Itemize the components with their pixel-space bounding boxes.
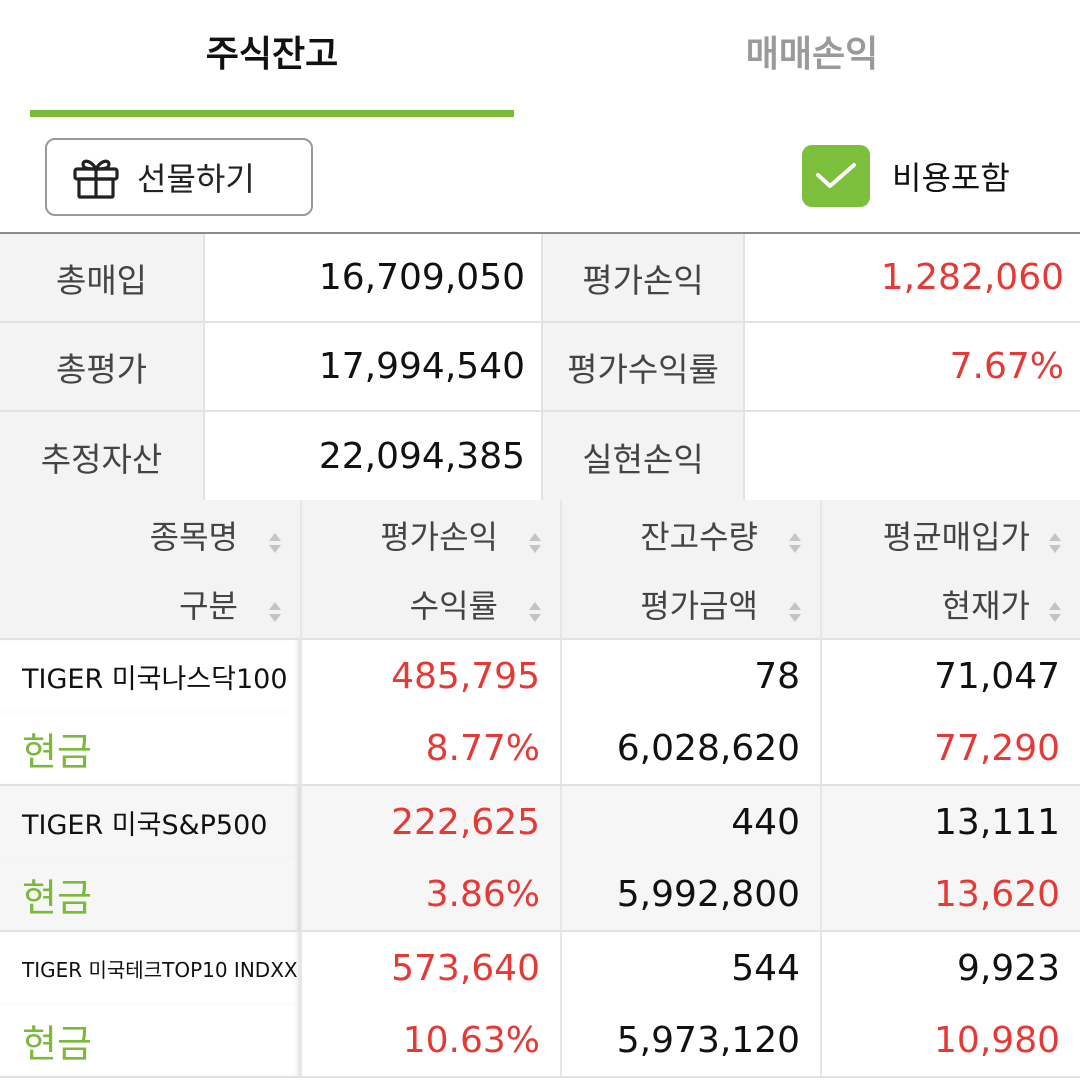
check-icon <box>816 163 856 188</box>
include-cost-toggle[interactable]: 비용포함 <box>802 145 1010 207</box>
eval-pl-label: 평가손익 <box>543 234 745 321</box>
summary-row: 추정자산 22,094,385 실현손익 <box>0 412 1080 501</box>
eval-return-label: 평가수익률 <box>543 323 745 410</box>
row-current-price: 77,290 <box>934 727 1060 769</box>
sort-icon <box>1048 593 1062 622</box>
row-kind: 현금 <box>0 712 302 784</box>
summary-row: 총매입 16,709,050 평가손익 1,282,060 <box>0 234 1080 323</box>
header-avg-price[interactable]: 평균매입가 <box>822 500 1080 570</box>
gift-button-label: 선물하기 <box>137 160 255 198</box>
row-eval-pl: 222,625 <box>302 786 562 858</box>
balance-summary: 총매입 16,709,050 평가손익 1,282,060 총평가 17,994… <box>0 232 1080 501</box>
eval-return-value: 7.67% <box>949 346 1064 387</box>
row-eval-amount: 6,028,620 <box>562 712 822 784</box>
table-row[interactable]: TIGER 미국테크TOP10 INDXX 573,640 544 9,923 … <box>0 932 1080 1078</box>
stock-name: TIGER 미국테크TOP10 INDXX <box>0 932 302 1004</box>
sort-icon <box>268 524 282 553</box>
header-qty[interactable]: 잔고수량 <box>562 500 822 570</box>
row-eval-pl: 573,640 <box>302 932 562 1004</box>
sort-icon <box>528 524 542 553</box>
tab-trade-pl[interactable]: 매매손익 <box>745 34 879 75</box>
header-current-price[interactable]: 현재가 <box>822 570 1080 640</box>
row-return: 8.77% <box>302 712 562 784</box>
stock-name: TIGER 미국나스닥100 <box>0 640 302 712</box>
active-tab-indicator <box>30 110 514 117</box>
header-kind[interactable]: 구분 <box>0 570 302 640</box>
row-kind: 현금 <box>0 1004 302 1076</box>
sort-icon <box>1048 524 1062 553</box>
row-eval-amount: 5,992,800 <box>562 858 822 930</box>
row-avg-price: 13,111 <box>822 786 1080 858</box>
row-eval-amount: 5,973,120 <box>562 1004 822 1076</box>
row-return: 10.63% <box>302 1004 562 1076</box>
row-current-price: 10,980 <box>934 1019 1060 1061</box>
summary-row: 총평가 17,994,540 평가수익률 7.67% <box>0 323 1080 412</box>
tab-stock-balance[interactable]: 주식잔고 <box>205 34 339 75</box>
realized-pl-label: 실현손익 <box>543 412 745 501</box>
include-cost-checkbox[interactable] <box>802 145 870 207</box>
sort-icon <box>788 593 802 622</box>
gift-icon <box>71 155 121 199</box>
row-qty: 78 <box>562 640 822 712</box>
row-qty: 440 <box>562 786 822 858</box>
total-eval-value: 17,994,540 <box>205 323 543 410</box>
gift-button[interactable]: 선물하기 <box>45 138 313 216</box>
table-header-row: 구분 수익률 평가금액 현재가 <box>0 570 1080 640</box>
sort-icon <box>528 593 542 622</box>
header-stock-name[interactable]: 종목명 <box>0 500 302 570</box>
row-eval-pl: 485,795 <box>302 640 562 712</box>
table-row[interactable]: TIGER 미국나스닥100 485,795 78 71,047 현금 8.77… <box>0 640 1080 786</box>
total-eval-label: 총평가 <box>0 323 205 410</box>
include-cost-label: 비용포함 <box>892 159 1010 197</box>
eval-pl-value: 1,282,060 <box>880 257 1064 298</box>
row-avg-price: 9,923 <box>956 947 1060 989</box>
total-purchase-label: 총매입 <box>0 234 205 321</box>
table-row[interactable]: TIGER 미국S&P500 222,625 440 13,111 현금 3.8… <box>0 786 1080 932</box>
total-purchase-value: 16,709,050 <box>205 234 543 321</box>
row-current-price: 13,620 <box>822 858 1080 930</box>
header-return[interactable]: 수익률 <box>302 570 562 640</box>
tab-bar: 주식잔고 매매손익 <box>0 0 1080 118</box>
est-assets-label: 추정자산 <box>0 412 205 501</box>
sort-icon <box>268 593 282 622</box>
row-qty: 544 <box>562 932 822 1004</box>
stock-name: TIGER 미국S&P500 <box>0 786 302 858</box>
row-avg-price: 71,047 <box>934 655 1060 697</box>
realized-pl-value <box>745 412 1080 501</box>
table-header-row: 종목명 평가손익 잔고수량 평균매입가 <box>0 500 1080 570</box>
holdings-table: 종목명 평가손익 잔고수량 평균매입가 구분 수익률 평가금액 현재가 TIGE… <box>0 500 1080 1078</box>
est-assets-value: 22,094,385 <box>205 412 543 501</box>
row-return: 3.86% <box>302 858 562 930</box>
header-eval-amount[interactable]: 평가금액 <box>562 570 822 640</box>
row-kind: 현금 <box>0 858 302 930</box>
sort-icon <box>788 524 802 553</box>
header-eval-pl[interactable]: 평가손익 <box>302 500 562 570</box>
